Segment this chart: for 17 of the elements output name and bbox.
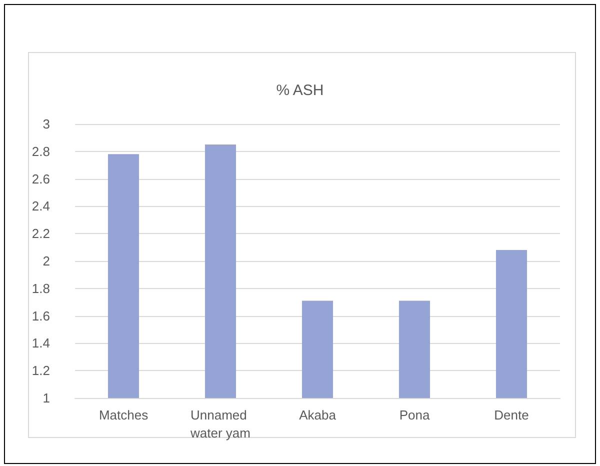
y-tick-label: 2.4 <box>32 198 50 214</box>
x-tick-label: Akaba <box>299 408 337 422</box>
y-tick-label: 2.6 <box>32 171 50 186</box>
y-tick-label: 1.4 <box>32 336 50 351</box>
y-tick-label: 1.6 <box>32 308 50 324</box>
y-tick-label: 2.8 <box>32 144 50 159</box>
x-tick-label: Dente <box>494 408 529 422</box>
x-tick-label: Unnamed water yam <box>190 408 250 440</box>
chart-title: % ASH <box>276 82 324 99</box>
y-tick-label: 2 <box>42 254 50 268</box>
y-tick-label: 1 <box>42 390 50 406</box>
x-tick-label: Matches <box>98 408 149 422</box>
y-tick-label: 1.2 <box>32 363 50 378</box>
x-tick-label: Pona <box>399 408 430 422</box>
y-tick-label: 1.8 <box>32 280 50 296</box>
y-tick-label: 2.2 <box>32 226 50 242</box>
y-tick-label: 3 <box>42 116 50 132</box>
